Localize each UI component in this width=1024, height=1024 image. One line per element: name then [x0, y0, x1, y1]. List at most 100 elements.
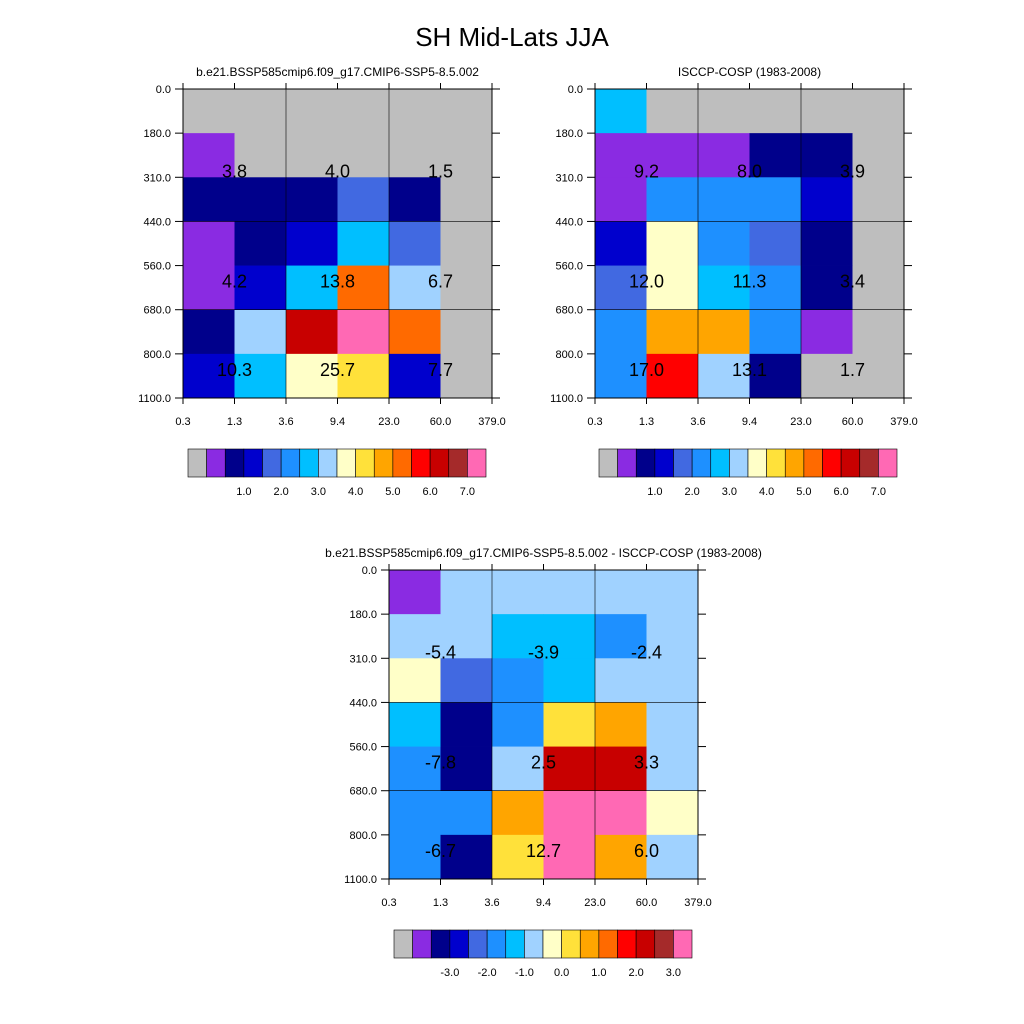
colorbar-swatch	[187, 448, 207, 478]
heatmap-cell	[801, 221, 853, 266]
colorbar-swatch	[524, 929, 544, 959]
colorbar-swatch	[635, 448, 656, 478]
heatmap-cell	[749, 353, 802, 399]
y-tick-label: 1100.0	[344, 874, 377, 886]
colorbar-label: 2.0	[273, 486, 288, 498]
x-tick-label: 1.3	[639, 416, 654, 428]
heatmap-cell	[389, 834, 441, 880]
x-tick-label: 9.4	[742, 416, 757, 428]
colorbar-swatch	[429, 448, 450, 478]
heatmap-cell	[595, 702, 647, 747]
cell-annotation: 13.1	[732, 360, 767, 380]
heatmap-cell	[389, 570, 441, 615]
cell-annotation: -6.7	[425, 841, 456, 861]
heatmap-cell	[337, 265, 390, 311]
cell-annotation: 1.7	[840, 360, 865, 380]
heatmap-cell	[852, 133, 905, 178]
y-tick-label: 310.0	[349, 653, 377, 665]
x-tick-label: 379.0	[478, 416, 506, 428]
colorbar-swatch	[878, 448, 898, 478]
heatmap-cell	[492, 658, 544, 703]
colorbar-swatch	[747, 448, 767, 478]
colorbar-swatch	[430, 929, 451, 959]
heatmap-cell	[492, 746, 544, 792]
heatmap-cell	[852, 309, 905, 355]
heatmap-cell	[543, 658, 596, 703]
colorbar-label: 2.0	[684, 486, 699, 498]
heatmap-cell	[286, 177, 338, 222]
heatmap-cell	[595, 265, 647, 311]
y-tick-label: 800.0	[555, 349, 583, 361]
heatmap-cell	[234, 265, 287, 311]
cell-annotation: 2.5	[531, 753, 556, 773]
cell-annotation: 17.0	[629, 360, 664, 380]
cell-annotation: 6.7	[428, 272, 453, 292]
heatmap-cell	[595, 658, 647, 703]
cell-annotation: 12.7	[526, 841, 561, 861]
x-tick-label: 0.3	[175, 416, 190, 428]
colorbar-label: 3.0	[666, 967, 681, 979]
heatmap-cell	[337, 133, 390, 178]
x-tick-label: 60.0	[636, 897, 657, 909]
y-tick-label: 680.0	[349, 786, 377, 798]
heatmap-cell	[183, 309, 235, 355]
x-tick-label: 1.3	[433, 897, 448, 909]
x-tick-label: 9.4	[330, 416, 345, 428]
heatmap-cell	[234, 353, 287, 399]
heatmap-cell	[337, 353, 390, 399]
colorbar-swatch	[673, 929, 693, 959]
heatmap-cell	[595, 177, 647, 222]
colorbar-swatch	[412, 929, 432, 959]
heatmap-cell	[183, 133, 235, 178]
cell-annotation: -7.8	[425, 753, 456, 773]
heatmap-cell	[801, 177, 853, 222]
colorbar-label: 6.0	[422, 486, 437, 498]
y-tick-label: 560.0	[143, 261, 171, 273]
x-tick-label: 60.0	[430, 416, 451, 428]
colorbar-label: -1.0	[515, 967, 534, 979]
colorbar-swatch	[673, 448, 693, 478]
colorbar-swatch	[336, 448, 356, 478]
heatmap-cell	[595, 309, 647, 355]
heatmap-cell	[698, 133, 750, 178]
heatmap-cell	[595, 570, 647, 615]
cell-annotation: 9.2	[634, 161, 659, 181]
y-tick-label: 1100.0	[138, 393, 171, 405]
colorbar-swatch	[505, 929, 525, 959]
cell-annotation: 8.0	[737, 161, 762, 181]
heatmap-cell	[234, 133, 287, 178]
colorbar-swatch	[635, 929, 656, 959]
x-tick-label: 0.3	[381, 897, 396, 909]
heatmap-cell	[286, 221, 338, 266]
panel-title: b.e21.BSSP585cmip6.f09_g17.CMIP6-SSP5-8.…	[196, 65, 479, 79]
heatmap-cell	[646, 221, 699, 266]
heatmap-cell	[440, 133, 493, 178]
colorbar-label: 3.0	[722, 486, 737, 498]
cell-annotation: 4.0	[325, 161, 350, 181]
heatmap-cell	[646, 89, 699, 134]
cell-annotation: 13.8	[320, 272, 355, 292]
heatmap-cell	[234, 177, 287, 222]
heatmap-cell	[646, 570, 699, 615]
cell-annotation: 6.0	[634, 841, 659, 861]
heatmap-cell	[389, 309, 441, 355]
y-tick-label: 680.0	[555, 305, 583, 317]
heatmap-cell	[801, 309, 853, 355]
heatmap-cell	[852, 265, 905, 311]
panel-3: b.e21.BSSP585cmip6.f09_g17.CMIP6-SSP5-8.…	[325, 546, 762, 979]
heatmap-cell	[595, 133, 647, 178]
y-tick-label: 0.0	[156, 84, 171, 96]
heatmap-cell	[698, 89, 750, 134]
cell-annotation: 10.3	[217, 360, 252, 380]
colorbar-swatch	[840, 448, 861, 478]
heatmap-cell	[440, 353, 493, 399]
heatmap-cell	[389, 746, 441, 792]
x-tick-label: 60.0	[842, 416, 863, 428]
heatmap-cell	[440, 790, 493, 836]
colorbar-swatch	[486, 929, 507, 959]
heatmap-cell	[749, 265, 802, 311]
cell-annotation: 3.3	[634, 753, 659, 773]
colorbar-swatch	[373, 448, 394, 478]
heatmap-cell	[389, 658, 441, 703]
